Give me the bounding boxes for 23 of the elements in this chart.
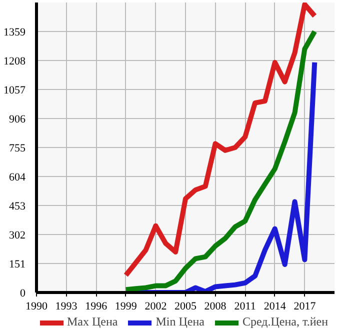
x-tick-label: 1996 — [85, 300, 108, 312]
x-tick-label: 2014 — [264, 300, 286, 312]
y-tick-label: 604 — [9, 172, 26, 184]
y-tick-label: 151 — [9, 258, 26, 270]
y-tick-label: 1359 — [4, 26, 26, 38]
y-tick-label: 302 — [9, 230, 26, 242]
x-tick-label: 2011 — [234, 300, 256, 312]
legend-label: Max Цена — [66, 314, 118, 330]
x-tick-label: 1993 — [55, 300, 78, 312]
legend-label: Min Цена — [156, 314, 204, 330]
y-tick-label: 1208 — [4, 56, 26, 68]
x-tick-label: 2005 — [174, 300, 197, 312]
y-tick-label: 453 — [9, 200, 26, 212]
x-tick-label: 2002 — [144, 300, 167, 312]
x-tick-label: 1999 — [114, 300, 138, 312]
y-tick-label: 906 — [9, 114, 26, 126]
legend-label: Сред.Цена, т.йен — [242, 314, 328, 330]
y-tick-label: 0 — [20, 288, 26, 300]
x-tick-label: 1990 — [26, 300, 48, 312]
x-tick-label: 2008 — [204, 300, 227, 312]
y-tick-label: 755 — [9, 142, 26, 154]
x-tick-label: 2017 — [294, 300, 316, 312]
y-tick-label: 1057 — [4, 84, 26, 96]
